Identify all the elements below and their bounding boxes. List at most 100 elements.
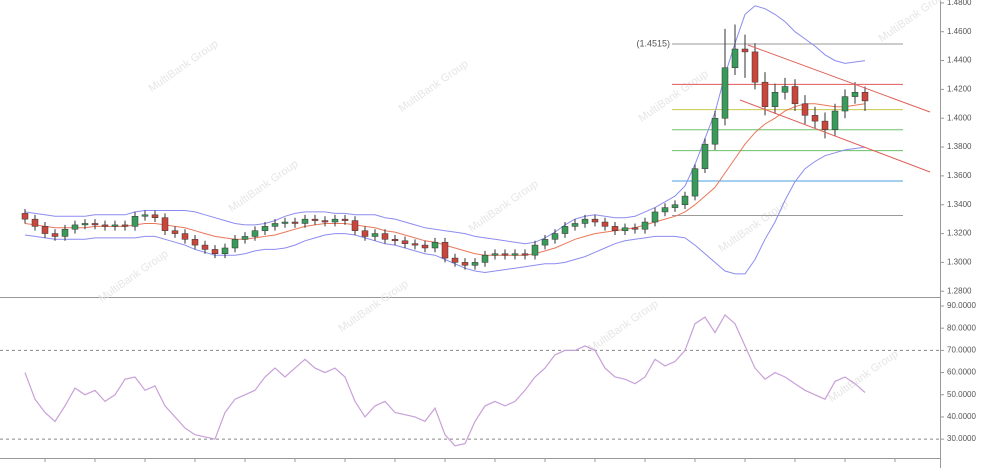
candle-body (801, 103, 809, 116)
candle-body (611, 226, 619, 231)
y-tick-label: 1.4000 (947, 113, 972, 122)
candle-body (731, 48, 739, 69)
candle-body (411, 243, 419, 246)
y-tick-label: 1.3000 (947, 258, 972, 267)
candle-body (81, 223, 89, 226)
candle-body (421, 244, 429, 249)
candle-body (111, 224, 119, 227)
candle-body (161, 217, 169, 231)
candle-body (251, 230, 259, 237)
candle-body (821, 120, 829, 131)
candle-body (451, 257, 459, 263)
candle-body (371, 233, 379, 237)
y-tick-label: 30.0000 (947, 434, 976, 443)
candle-body (541, 239, 549, 246)
candle-body (31, 218, 39, 227)
candle-body (741, 48, 749, 53)
candle-body (551, 233, 559, 240)
candle-body (441, 241, 449, 259)
candle-body (381, 233, 389, 240)
y-tick-label: 40.0000 (947, 412, 976, 421)
candle-body (21, 213, 29, 220)
candle-body (211, 249, 219, 254)
trend-line (739, 99, 931, 173)
rsi-line (24, 313, 866, 447)
candle-body (501, 253, 509, 256)
candle-body (321, 220, 329, 223)
y-tick-label: 1.2800 (947, 286, 972, 295)
y-tick-label: 60.0000 (947, 368, 976, 377)
candle-body (91, 223, 99, 226)
candle-body (331, 218, 339, 223)
candle-body (511, 253, 519, 256)
candle-body (751, 51, 759, 83)
candle-body (651, 211, 659, 223)
candle-body (791, 86, 799, 105)
candle-body (171, 230, 179, 234)
candle-body (661, 207, 669, 213)
candle-body (811, 115, 819, 122)
candle-body (761, 81, 769, 107)
y-tick-label: 1.4200 (947, 84, 972, 93)
candle-body (151, 214, 159, 218)
candle-body (681, 195, 689, 205)
candle-body (241, 236, 249, 240)
candle-body (471, 262, 479, 266)
candle-body (631, 227, 639, 230)
y-tick-label: 50.0000 (947, 390, 976, 399)
y-tick-label: 1.4800 (947, 0, 972, 7)
candle-body (641, 221, 649, 230)
y-tick-label: 1.3800 (947, 142, 972, 151)
y-tick-label: 1.4600 (947, 27, 972, 36)
candle-body (561, 226, 569, 234)
candle-body (481, 254, 489, 263)
candle-body (221, 247, 229, 254)
candle-body (141, 214, 149, 217)
candle-body (271, 223, 279, 227)
y-tick-label: 1.4400 (947, 56, 972, 65)
candle-body (781, 86, 789, 93)
y-tick-label: 80.0000 (947, 323, 976, 332)
candle-body (521, 253, 529, 256)
candle-body (491, 253, 499, 256)
y-tick-label: 1.3200 (947, 229, 972, 238)
candle-body (231, 239, 239, 249)
y-tick-label: 90.0000 (947, 301, 976, 310)
candle-body (401, 240, 409, 244)
candle-body (581, 218, 589, 224)
candle-body (391, 239, 399, 242)
candle-body (131, 216, 139, 227)
y-tick-label: 1.3400 (947, 200, 972, 209)
candle-body (531, 244, 539, 256)
candle-body (591, 218, 599, 223)
trend-line (747, 44, 931, 113)
candle-body (861, 92, 869, 102)
candle-body (621, 227, 629, 231)
candle-body (311, 218, 319, 221)
level-label: (1.4515) (636, 38, 670, 48)
candle-body (841, 96, 849, 112)
candle-body (261, 226, 269, 231)
candle-body (671, 204, 679, 208)
y-tick-label: 1.3600 (947, 171, 972, 180)
candle-body (101, 224, 109, 227)
candle-body (571, 223, 579, 227)
candle-body (431, 241, 439, 249)
candle-body (341, 218, 349, 221)
candle-body (51, 233, 59, 237)
candle-body (351, 220, 359, 231)
candle-body (121, 224, 129, 227)
candle-body (61, 228, 69, 237)
candle-body (701, 143, 709, 169)
candle-body (691, 168, 699, 197)
candle-body (281, 221, 289, 224)
candle-body (181, 233, 189, 240)
candle-body (831, 110, 839, 131)
candle-body (291, 221, 299, 224)
candle-body (461, 262, 469, 266)
candle-body (71, 224, 79, 230)
candle-body (601, 221, 609, 227)
candle-body (301, 218, 309, 224)
candle-body (201, 244, 209, 250)
